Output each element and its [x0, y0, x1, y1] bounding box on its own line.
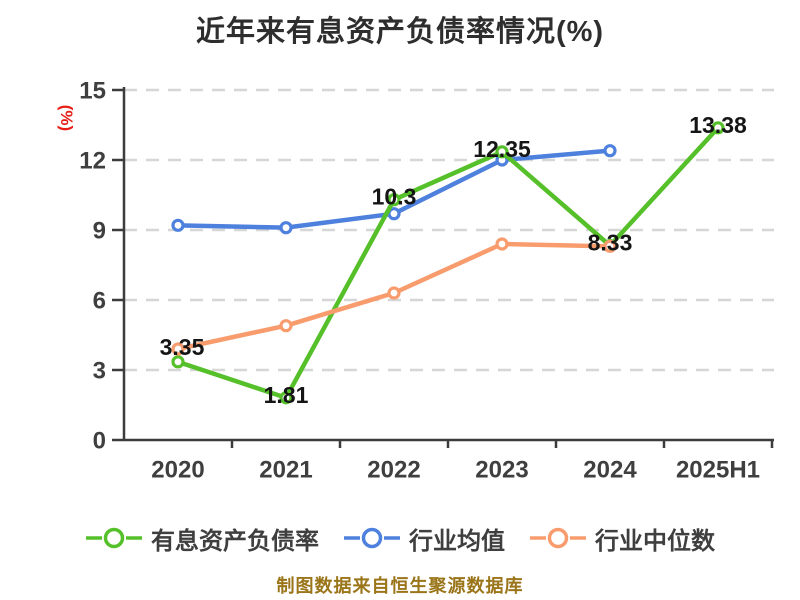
x-tick-label: 2022 — [367, 457, 420, 484]
data-point-行业均值-2022 — [387, 207, 401, 221]
value-label: 10.3 — [372, 184, 417, 210]
value-label: 1.81 — [264, 382, 309, 408]
series — [171, 121, 725, 405]
legend-label: 有息资产负债率 — [151, 527, 319, 555]
y-tick-label: 6 — [93, 288, 106, 315]
value-label: 8.33 — [588, 230, 633, 256]
legend-label: 行业均值 — [409, 527, 505, 555]
axes — [112, 87, 774, 448]
line-chart: 0 3 6 9 12 15 2020 2021 2022 2023 2024 2025H1 3.35 1… — [79, 78, 774, 484]
series-line-有息资产负债率 — [175, 125, 721, 401]
value-label: 13.38 — [689, 112, 747, 138]
tick-labels: 0 3 6 9 12 15 2020 2021 2022 2023 2024 2025H1 — [79, 78, 760, 484]
y-tick-label: 9 — [93, 218, 106, 245]
data-point-行业均值-2021 — [279, 221, 293, 235]
data-point-有息资产负债率-2021 — [279, 391, 293, 405]
legend-marker-icon — [86, 527, 142, 549]
data-point-行业中位数-2020 — [171, 342, 185, 356]
legend-circle — [547, 527, 569, 549]
chart-title: 近年来有息资产负债率情况(%) — [195, 16, 605, 48]
y-tick-label: 3 — [93, 358, 106, 385]
data-point-有息资产负债率-2025H1 — [711, 121, 725, 135]
x-tick-label: 2021 — [259, 457, 312, 484]
legend-marker-icon — [530, 527, 586, 549]
data-source-note: 制图数据来自恒生聚源数据库 — [276, 576, 524, 596]
legend-marker-icon — [344, 527, 400, 549]
data-point-行业均值-2024 — [603, 144, 617, 158]
legend-item-有息资产负债率[interactable]: 有息资产负债率 — [85, 521, 319, 556]
x-tick-label: 2025H1 — [676, 457, 760, 484]
data-point-行业中位数-2022 — [387, 286, 401, 300]
y-tick-label: 12 — [79, 148, 106, 175]
legend-item-行业中位数[interactable]: 行业中位数 — [529, 521, 715, 556]
data-point-有息资产负债率-2020 — [171, 355, 185, 369]
data-point-行业均值-2020 — [171, 218, 185, 232]
x-tick-label: 2023 — [475, 457, 528, 484]
value-label: 3.35 — [160, 334, 205, 360]
legend-circle — [103, 527, 125, 549]
data-point-行业中位数-2023 — [495, 237, 509, 251]
y-tick-label: 15 — [79, 78, 106, 105]
legend-item-行业均值[interactable]: 行业均值 — [343, 521, 505, 556]
x-tick-label: 2024 — [583, 457, 637, 484]
data-point-有息资产负债率-2022 — [387, 193, 401, 207]
legend-label: 行业中位数 — [595, 527, 715, 555]
data-labels: 3.35 1.81 10.3 12.35 8.33 13.38 — [160, 112, 747, 408]
data-point-有息资产负债率-2023 — [495, 145, 509, 159]
y-tick-label: 0 — [93, 428, 106, 455]
chart-legend: 有息资产负债率 行业均值 行业中位数 — [0, 520, 800, 556]
x-tick-label: 2020 — [151, 457, 204, 484]
data-point-行业中位数-2024 — [603, 239, 617, 253]
data-point-行业中位数-2021 — [279, 319, 293, 333]
legend-circle — [361, 527, 383, 549]
gridlines — [124, 88, 774, 372]
value-label: 12.35 — [473, 136, 531, 162]
